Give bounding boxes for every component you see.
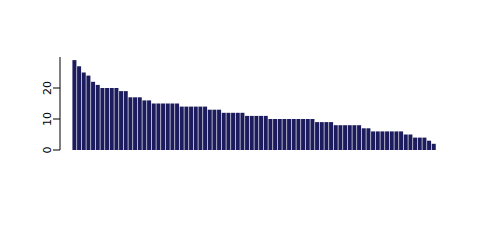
svg-text:0: 0 (41, 147, 54, 154)
svg-text:10: 10 (41, 112, 54, 126)
svg-text:20: 20 (41, 81, 54, 95)
